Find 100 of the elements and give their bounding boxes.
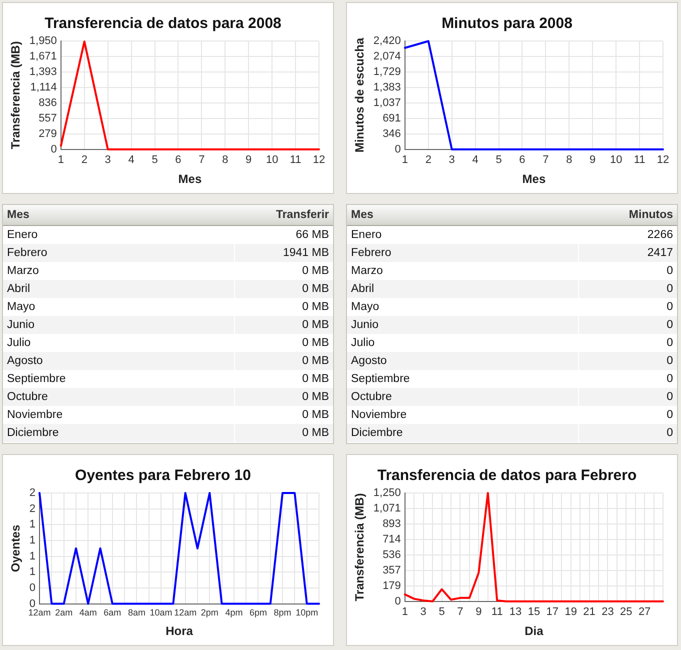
y-tick-label: 691: [382, 112, 401, 124]
x-tick-label: 3: [420, 606, 426, 618]
y-tick-label: 179: [382, 580, 401, 592]
x-tick-label: 5: [496, 154, 502, 166]
text: 0 MB: [302, 372, 329, 384]
x-tick-label: 6pm: [249, 608, 267, 618]
y-tick-label: 1,729: [373, 66, 401, 78]
data-label: 0: [578, 280, 677, 298]
data-label: 0: [578, 262, 677, 280]
x-tick-label: 12am: [174, 608, 197, 618]
y-tick-label: 2: [29, 487, 36, 500]
y-tick-label: 1,071: [373, 502, 401, 515]
chart-title: Minutos para 2008: [442, 15, 572, 32]
category-label: Marzo: [3, 262, 234, 280]
category-label: Enero: [347, 226, 578, 244]
x-tick-label: 5: [152, 154, 158, 166]
category-label: Febrero: [3, 244, 234, 262]
x-tick-label: 11: [634, 154, 646, 166]
text: 0 MB: [302, 390, 329, 402]
y-tick-label: 1,114: [30, 82, 57, 94]
x-tick-label: 23: [602, 606, 614, 618]
x-tick-label: 27: [638, 606, 651, 618]
x-tick-label: 13: [509, 606, 522, 618]
y-tick-label: 279: [38, 128, 57, 140]
x-tick-label: 10am: [150, 608, 172, 618]
x-axis-title: Hora: [166, 624, 194, 638]
y-tick-label: 0: [394, 143, 401, 156]
chart-title: Oyentes para Febrero 10: [75, 467, 251, 484]
y-tick-label: 357: [382, 564, 401, 576]
x-tick-label: 8: [566, 154, 572, 166]
y-tick-label: 346: [382, 128, 401, 140]
text: Mes: [347, 205, 578, 226]
x-tick-label: 11: [290, 154, 302, 166]
x-tick-label: 4: [472, 154, 478, 166]
category-label: Marzo: [347, 262, 578, 280]
x-tick-label: 4: [128, 154, 134, 166]
y-tick-label: 714: [382, 534, 401, 546]
y-tick-label: 1,393: [29, 66, 57, 78]
category-label: Noviembre: [3, 406, 234, 424]
data-label: 0: [578, 298, 677, 316]
category-label: Julio: [347, 334, 578, 352]
text: Minutos: [578, 205, 677, 226]
category-label: Agosto: [347, 352, 578, 370]
x-tick-label: 7: [198, 154, 205, 166]
y-tick-label: 2,074: [373, 50, 401, 63]
text: Mes: [3, 205, 234, 226]
x-tick-label: 4pm: [225, 608, 243, 618]
x-axis-title: Dia: [524, 624, 544, 638]
category-label: Abril: [3, 280, 234, 298]
x-tick-label: 8pm: [274, 608, 292, 618]
y-tick-label: 1: [29, 566, 36, 578]
category-label: Febrero: [347, 244, 578, 262]
data-label: 0: [578, 316, 677, 334]
data-label: 2417: [578, 244, 677, 262]
x-tick-label: 6: [175, 154, 182, 166]
category-label: Abril: [347, 280, 578, 298]
data-label: 0: [578, 388, 677, 406]
text: 0 MB: [302, 408, 329, 420]
x-tick-label: 11: [491, 606, 503, 618]
category-label: Julio: [3, 334, 234, 352]
x-tick-label: 12am: [28, 608, 51, 618]
category-label: Enero: [3, 226, 234, 244]
y-axis-title: Transferencia (MB): [8, 41, 23, 150]
y-tick-label: 1: [29, 534, 36, 547]
x-tick-label: 19: [564, 606, 577, 618]
x-tick-label: 10: [266, 154, 278, 166]
data-label: 0: [578, 370, 677, 388]
y-tick-label: 1,383: [373, 81, 401, 94]
x-axis-title: Mes: [178, 172, 202, 186]
data-label: 0: [578, 406, 677, 424]
x-tick-label: 21: [583, 606, 596, 618]
y-tick-label: 836: [38, 96, 57, 109]
y-tick-label: 0: [394, 595, 401, 608]
x-tick-label: 12: [312, 154, 326, 166]
x-tick-label: 7: [542, 154, 549, 166]
x-tick-label: 12: [656, 154, 670, 166]
category-label: Junio: [3, 316, 234, 334]
x-tick-label: 2pm: [200, 608, 218, 618]
x-tick-label: 10pm: [296, 608, 318, 618]
category-label: Noviembre: [347, 406, 578, 424]
x-tick-label: 5: [438, 606, 445, 618]
x-tick-label: 9: [246, 154, 252, 166]
chart-title: Transferencia de datos para Febrero: [377, 467, 637, 484]
text: 0 MB: [302, 336, 329, 348]
y-tick-label: 0: [29, 598, 36, 610]
y-tick-label: 1,037: [373, 96, 401, 109]
category-label: Junio: [347, 316, 578, 334]
y-tick-label: 1,950: [29, 35, 57, 48]
data-label: 2266: [578, 226, 677, 244]
x-tick-label: 4am: [79, 608, 97, 618]
x-tick-label: 7: [457, 606, 464, 618]
y-axis-title: Transferencia (MB): [352, 493, 367, 602]
category-label: Octubre: [347, 388, 578, 406]
y-axis-title: Oyentes: [8, 524, 23, 572]
y-tick-label: 2: [29, 502, 36, 515]
y-axis-title: Minutos de escucha: [352, 38, 367, 153]
x-tick-label: 9: [476, 606, 482, 618]
text: 0 MB: [302, 426, 329, 438]
x-tick-label: 2am: [55, 608, 73, 618]
y-tick-label: 1,671: [29, 50, 57, 63]
